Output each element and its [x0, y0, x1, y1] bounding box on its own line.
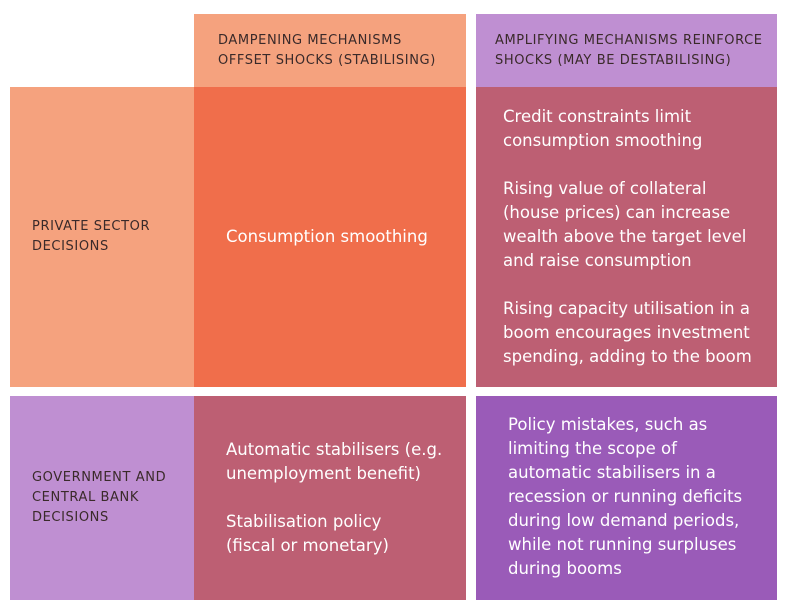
row-label-government: GOVERNMENT AND CENTRAL BANK DECISIONS — [10, 396, 194, 600]
row-label-private-text: PRIVATE SECTOR DECISIONS — [32, 219, 151, 254]
cell-government-amplifying: Policy mistakes, such as limiting the sc… — [476, 396, 777, 600]
row-label-government-text: GOVERNMENT AND CENTRAL BANK DECISIONS — [32, 470, 167, 525]
cell-private-amplifying-text-2: Rising value of collateral (house prices… — [503, 179, 747, 270]
header-dampening-text: DAMPENING MECHANISMS OFFSET SHOCKS (STAB… — [218, 33, 436, 68]
cell-government-dampening-text-2: Stabilisation policy (fiscal or monetary… — [226, 512, 389, 555]
cell-private-amplifying-text-1: Credit constraints limit consumption smo… — [503, 107, 703, 150]
cell-government-dampening: Automatic stabilisers (e.g. unemployment… — [194, 396, 466, 600]
cell-private-amplifying-text-3: Rising capacity utilisation in a boom en… — [503, 299, 752, 366]
cell-private-amplifying: Credit constraints limit consumption smo… — [476, 87, 777, 387]
cell-private-dampening: Consumption smoothing — [194, 87, 466, 387]
header-amplifying-text: AMPLIFYING MECHANISMS REINFORCE SHOCKS (… — [495, 33, 763, 68]
cell-private-dampening-text: Consumption smoothing — [226, 227, 428, 246]
cell-government-dampening-text-1: Automatic stabilisers (e.g. unemployment… — [226, 440, 443, 483]
cell-government-amplifying-text: Policy mistakes, such as limiting the sc… — [508, 415, 743, 578]
header-dampening: DAMPENING MECHANISMS OFFSET SHOCKS (STAB… — [194, 14, 466, 87]
row-label-private: PRIVATE SECTOR DECISIONS — [10, 87, 194, 387]
header-amplifying: AMPLIFYING MECHANISMS REINFORCE SHOCKS (… — [476, 14, 777, 87]
